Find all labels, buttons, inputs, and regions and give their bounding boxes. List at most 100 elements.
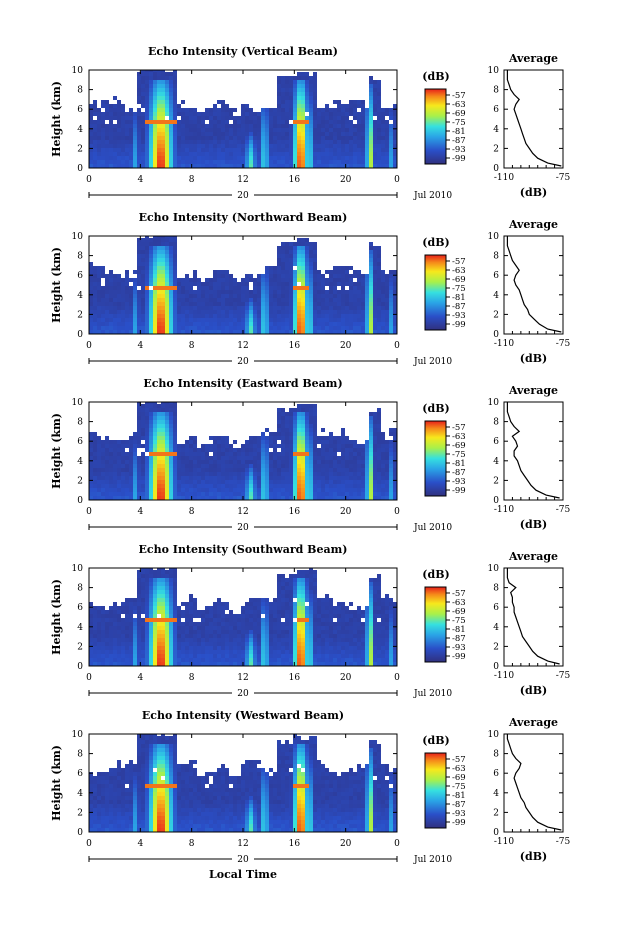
heatmap-cell [313,160,317,164]
heatmap-cell [157,96,161,100]
heatmap-cell [393,290,397,294]
heatmap-cell [193,480,197,484]
heatmap-cell [185,144,189,148]
heatmap-cell [153,416,157,420]
heatmap-cell [101,662,105,666]
heatmap-cell [261,294,265,298]
heatmap-cell [281,310,285,314]
heatmap-cell [257,116,261,120]
heatmap-cell [217,152,221,156]
avg-x-tick-label: -110 [494,339,514,349]
heatmap-cell [101,136,105,140]
heatmap-cell [141,286,145,290]
heatmap-cell [293,80,297,84]
heatmap-cell [165,108,169,112]
heatmap-cell [153,594,157,598]
heatmap-cell [293,116,297,120]
heatmap-cell [165,310,169,314]
heatmap-cell [345,108,349,112]
heatmap-cell [169,480,173,484]
heatmap-cell [165,318,169,322]
heatmap-cell [181,646,185,650]
heatmap-cell [329,140,333,144]
heatmap-cell [273,278,277,282]
heatmap-cell [205,654,209,658]
heatmap-cell [157,484,161,488]
heatmap-cell [277,76,281,80]
colorbar-tick-label: -69 [452,109,466,119]
heatmap-cell [377,266,381,270]
heatmap-cell [173,448,177,452]
heatmap-cell [341,484,345,488]
heatmap-cell [93,314,97,318]
heatmap-cell [345,124,349,128]
heatmap-cell [277,132,281,136]
heatmap-cells [89,70,397,168]
heatmap-cell [193,634,197,638]
heatmap-cell [353,488,357,492]
heatmap-cell [149,448,153,452]
heatmap-cell [289,428,293,432]
heatmap-cell [189,124,193,128]
heatmap-cell [317,488,321,492]
heatmap-cell [289,96,293,100]
heatmap-cell [313,456,317,460]
heatmap-cell [273,436,277,440]
heatmap-cell [109,298,113,302]
heatmap-cell [277,84,281,88]
heatmap-cell [313,310,317,314]
heatmap-cell [93,140,97,144]
heatmap-cell [109,112,113,116]
heatmap-cell [293,152,297,156]
heatmap-cell [337,100,341,104]
heatmap-cell [393,436,397,440]
heatmap-cell [285,80,289,84]
heatmap-cell [265,266,269,270]
heatmap-cell [173,274,177,278]
heatmap-cell [173,238,177,242]
heatmap-cell [213,610,217,614]
heatmap-cell [353,164,357,168]
heatmap-cell [201,484,205,488]
heatmap-cell [141,258,145,262]
heatmap-cell [105,456,109,460]
heatmap-cell [153,614,157,618]
heatmap-cell [273,128,277,132]
heatmap-cell [305,416,309,420]
heatmap-cell [245,116,249,120]
heatmap-cell [325,322,329,326]
heatmap-cell [165,452,169,456]
heatmap-cell [109,618,113,622]
heatmap-cell [333,128,337,132]
heatmap-cell [261,436,265,440]
heatmap-cell [133,290,137,294]
heatmap-cell [145,634,149,638]
heatmap-cell [293,286,297,290]
heatmap-cell [389,480,393,484]
heatmap-cell [185,642,189,646]
heatmap-cell [249,120,253,124]
heatmap-cell [277,428,281,432]
heatmap-cell [161,156,165,160]
heatmap-cell [173,492,177,496]
heatmap-cell [261,148,265,152]
heatmap-cell [97,626,101,630]
heatmap-cell [369,266,373,270]
heatmap-cell [169,238,173,242]
heatmap-cell [353,286,357,290]
heatmap-cell [145,266,149,270]
heatmap-cell [113,492,117,496]
y-tick-label: 0 [77,496,83,506]
heatmap-cell [281,96,285,100]
heatmap-cell [213,120,217,124]
heatmap-cell [121,638,125,642]
heatmap-cell [137,662,141,666]
heatmap-cell [373,492,377,496]
heatmap-cell [213,314,217,318]
heatmap-cell [369,262,373,266]
heatmap-cell [249,310,253,314]
heatmap-cell [197,124,201,128]
heatmap-cell [181,156,185,160]
heatmap-cell [265,318,269,322]
heatmap-cell [153,140,157,144]
